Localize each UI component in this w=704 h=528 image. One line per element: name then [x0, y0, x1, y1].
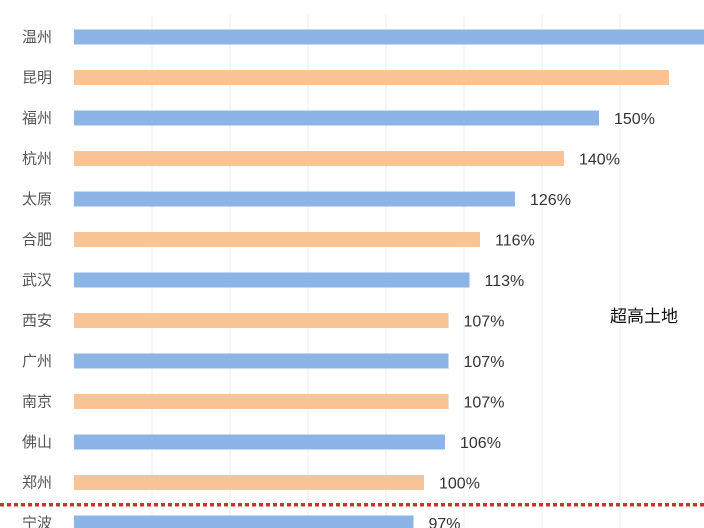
category-label-6: 合肥 [22, 231, 52, 249]
value-label-12: 100% [439, 476, 480, 493]
category-label-7: 武汉 [22, 271, 52, 289]
bar-6 [74, 232, 480, 247]
category-label-9: 广州 [22, 352, 52, 370]
annotation-label: 超高土地 [610, 307, 678, 327]
category-label-11: 佛山 [22, 433, 52, 451]
bar-5 [74, 191, 515, 207]
value-labels: 150% 140% 126% 116% 113% 107% 107% 107% 106% 100%… [429, 111, 655, 528]
category-label-12: 郑州 [22, 474, 52, 492]
value-label-4: 140% [579, 152, 620, 169]
category-label-4: 杭州 [22, 150, 52, 168]
bar-3 [74, 110, 599, 126]
value-label-5: 126% [530, 192, 571, 209]
bar-7 [74, 272, 470, 288]
category-label-10: 南京 [22, 393, 52, 411]
bar-8 [74, 313, 449, 328]
bar-2 [74, 70, 669, 85]
value-label-8: 107% [464, 314, 505, 331]
value-label-13: 97% [429, 516, 461, 528]
bar-1 [74, 29, 704, 45]
bar-13 [74, 515, 414, 528]
value-label-7: 113% [485, 273, 525, 290]
category-label-2: 昆明 [22, 69, 52, 87]
bar-11 [74, 434, 445, 450]
bar-9 [74, 353, 449, 369]
bars [74, 29, 704, 528]
gridlines [151, 15, 621, 528]
value-label-6: 116% [495, 233, 535, 250]
value-label-9: 107% [464, 354, 505, 371]
category-label-13: 宁波 [22, 514, 52, 528]
category-label-8: 西安 [22, 312, 52, 330]
bar-12 [74, 475, 424, 490]
value-label-10: 107% [464, 395, 505, 412]
category-label-1: 温州 [22, 28, 52, 46]
category-label-3: 福州 [22, 109, 52, 127]
value-label-3: 150% [614, 111, 655, 128]
bar-10 [74, 394, 449, 409]
bar-4 [74, 151, 564, 166]
category-label-5: 太原 [22, 190, 52, 208]
value-label-11: 106% [460, 435, 501, 452]
